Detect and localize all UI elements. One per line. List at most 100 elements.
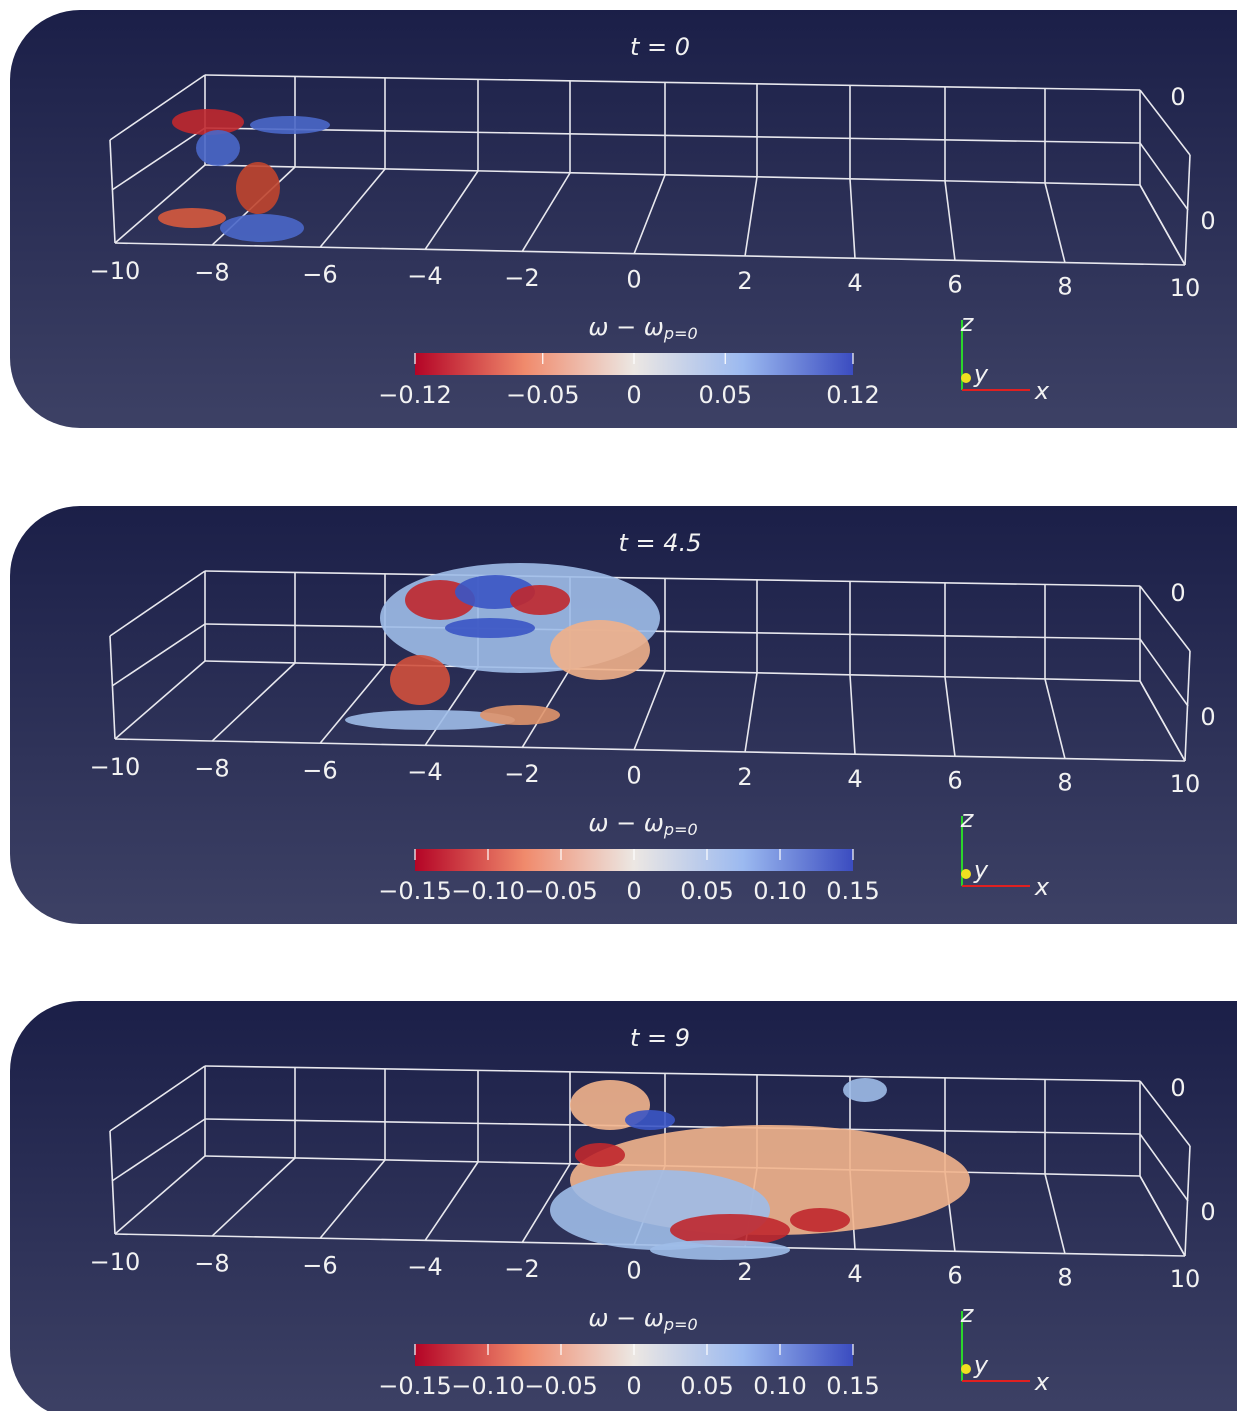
x-tick-label: 4 [847, 765, 862, 793]
grid-line [204, 1065, 1141, 1082]
grid-line [109, 1065, 206, 1132]
x-tick-label: −6 [302, 1251, 337, 1279]
colorbar-symbol: ω − ω [588, 1304, 664, 1332]
x-tick-label: 6 [947, 767, 962, 795]
triad-y [961, 869, 971, 879]
grid-line [109, 139, 116, 244]
x-tick-label: −6 [302, 756, 337, 784]
colorbar-tick-label: −0.15 [378, 877, 452, 905]
colorbar-tick-label: −0.12 [378, 381, 452, 409]
x-tick-label: 4 [847, 269, 862, 297]
x-tick-label: −4 [407, 262, 442, 290]
x-tick-label: −2 [504, 264, 539, 292]
triad-label: z [960, 805, 975, 833]
colorbar-subscript: p=0 [663, 820, 698, 839]
z-tick-label: 0 [1170, 579, 1185, 607]
grid-line [1139, 585, 1191, 652]
panel: t = 4.5 −10 −8 −6 −4 −2 0 2 4 6 8 10 0 0 ω − ωp=0 −0.15… [10, 506, 1237, 924]
x-tick-label: 6 [947, 271, 962, 299]
x-tick-label: 10 [1170, 274, 1201, 302]
grid-line [204, 570, 1141, 587]
grid-line [849, 178, 856, 259]
isosurface [480, 705, 560, 725]
grid-line [204, 1118, 1141, 1135]
grid-line [109, 635, 116, 740]
colorbar-symbol: ω − ω [588, 313, 664, 341]
triad-label: z [960, 309, 975, 337]
colorbar-tick-label: 0.10 [753, 877, 806, 905]
grid-line [1139, 1175, 1186, 1257]
x-tick-label: 6 [947, 1262, 962, 1290]
grid-line [109, 74, 206, 141]
colorbar-tick-label: 0 [626, 877, 641, 905]
colorbar-tick-label: 0.05 [699, 381, 752, 409]
triad-label: y [973, 856, 989, 884]
grid-line [1139, 89, 1191, 156]
colorbar-symbol: ω − ω [588, 809, 664, 837]
isosurface [445, 618, 535, 638]
x-tick-label: −8 [194, 755, 229, 783]
x-tick-label: −2 [504, 1255, 539, 1283]
grid-line [944, 676, 956, 757]
isosurface [625, 1110, 675, 1130]
colorbar-tick-label: 0.10 [753, 1372, 806, 1400]
grid-line [1044, 182, 1066, 263]
grid-line [109, 1130, 116, 1235]
isosurface [390, 655, 450, 705]
grid-line [109, 570, 206, 637]
grid-line [744, 672, 758, 753]
triad-label: y [973, 360, 989, 388]
grid-line [849, 674, 856, 755]
x-tick-label: −8 [194, 259, 229, 287]
colorbar-tick-label: 0.05 [680, 877, 733, 905]
triad-label: x [1034, 1368, 1050, 1396]
grid-line [114, 660, 206, 740]
colorbar-tick-label: −0.05 [506, 381, 580, 409]
colorbar-label: ω − ωp=0 [588, 1304, 697, 1334]
colorbar-subscript: p=0 [663, 1315, 698, 1334]
grid-line [1139, 142, 1189, 211]
grid-line [111, 1118, 206, 1182]
colorbar-tick-label: 0 [626, 1372, 641, 1400]
grid-line [204, 127, 1141, 144]
x-tick-label: −4 [407, 758, 442, 786]
colorbar-tick-label: 0.15 [826, 1372, 879, 1400]
x-tick-label: 0 [626, 1257, 641, 1285]
grid-line [944, 180, 956, 261]
grid-line [633, 174, 666, 255]
isosurface [220, 214, 304, 242]
grid-line [1139, 638, 1189, 707]
colorbar-tick-label: 0.15 [826, 877, 879, 905]
triad-label: y [973, 1351, 989, 1379]
colorbar-tick-label: −0.10 [451, 1372, 525, 1400]
colorbar-tick-label: −0.05 [524, 877, 598, 905]
colorbar-tick-label: 0.05 [680, 1372, 733, 1400]
x-tick-label: 0 [626, 266, 641, 294]
grid-line [114, 1155, 206, 1235]
x-tick-label: −2 [504, 760, 539, 788]
x-tick-label: 10 [1170, 1265, 1201, 1293]
grid-line [424, 666, 479, 747]
grid-line [1139, 680, 1186, 762]
grid-line [211, 1157, 296, 1237]
triad-y [961, 1364, 971, 1374]
grid-line [114, 242, 1186, 266]
grid-line [114, 164, 206, 244]
z-tick-label: 0 [1200, 703, 1215, 731]
grid-line [204, 164, 1141, 186]
x-tick-label: 8 [1057, 768, 1072, 796]
grid-line [633, 670, 666, 751]
triad-y [961, 373, 971, 383]
panel: t = 0 −10 −8 −6 −4 −2 0 2 4 6 8 10 0 0 ω − ωp=0 −0.12 −0… [10, 10, 1237, 428]
x-tick-label: −4 [407, 1253, 442, 1281]
colorbar-tick-label: −0.10 [451, 877, 525, 905]
isosurface [250, 116, 330, 134]
isosurface [843, 1078, 887, 1102]
x-tick-label: −6 [302, 260, 337, 288]
isosurface [236, 162, 280, 214]
grid-line [1139, 1080, 1191, 1147]
isosurface [670, 1214, 790, 1246]
x-tick-label: 0 [626, 762, 641, 790]
